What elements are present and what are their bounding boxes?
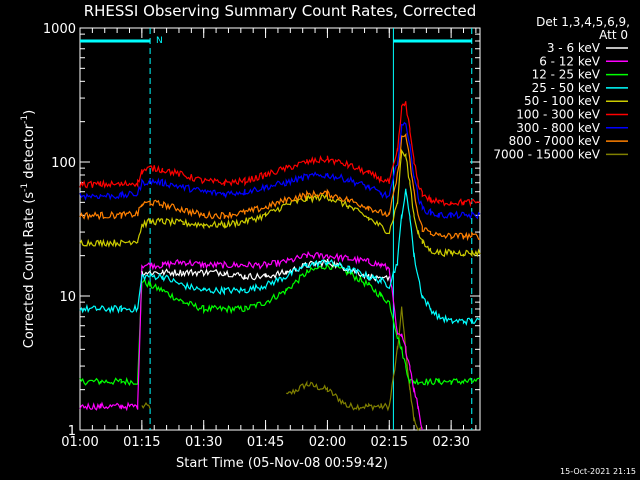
x-axis: 01:00 01:15 01:30 01:45 02:00 02:15 02:30 [61, 28, 477, 450]
x-tick-label: 02:30 [432, 435, 469, 450]
legend-header-1: Det 1,3,4,5,6,9, [536, 15, 630, 29]
legend-label: 100 - 300 keV [516, 108, 600, 122]
y-axis-label: Corrected Count Rate (s-1 detector-1) [20, 110, 37, 348]
legend-label: 25 - 50 keV [532, 81, 601, 95]
legend-label: 7000 - 15000 keV [493, 147, 600, 161]
plot-frame [79, 27, 481, 431]
series-line [79, 148, 481, 258]
series-line [79, 121, 481, 220]
legend-label: 6 - 12 keV [539, 54, 601, 68]
y-axis: 1 10 100 1000 [43, 22, 480, 439]
attenuator-markers [80, 28, 473, 430]
y-tick-label: 1 [68, 424, 76, 439]
x-axis-label: Start Time (05-Nov-08 00:59:42) [176, 456, 388, 471]
night-flag: N [156, 36, 163, 46]
chart-title: RHESSI Observing Summary Count Rates, Co… [84, 2, 477, 20]
x-tick-label: 02:00 [309, 435, 346, 450]
x-tick-label: 02:15 [371, 435, 408, 450]
series-line [141, 306, 423, 432]
legend-header-2: Att 0 [599, 28, 628, 42]
y-tick-label: 100 [51, 156, 76, 171]
x-tick-label: 01:00 [61, 435, 98, 450]
series-line [79, 132, 481, 242]
legend-label: 800 - 7000 keV [509, 134, 601, 148]
legend-label: 3 - 6 keV [547, 41, 601, 55]
timestamp: 15-Oct-2021 21:15 [560, 467, 636, 476]
series-line [79, 188, 481, 326]
legend-label: 300 - 800 keV [516, 121, 600, 135]
x-tick-label: 01:45 [247, 435, 284, 450]
legend-label: 12 - 25 keV [532, 68, 601, 82]
legend-label: 50 - 100 keV [524, 94, 601, 108]
series-line [79, 101, 481, 208]
y-tick-label: 1000 [43, 22, 76, 37]
series-line [79, 250, 423, 431]
x-tick-label: 01:30 [185, 435, 222, 450]
series-line [79, 262, 480, 387]
x-tick-label: 01:15 [123, 435, 160, 450]
y-tick-label: 10 [59, 290, 76, 305]
series-group [79, 101, 481, 432]
